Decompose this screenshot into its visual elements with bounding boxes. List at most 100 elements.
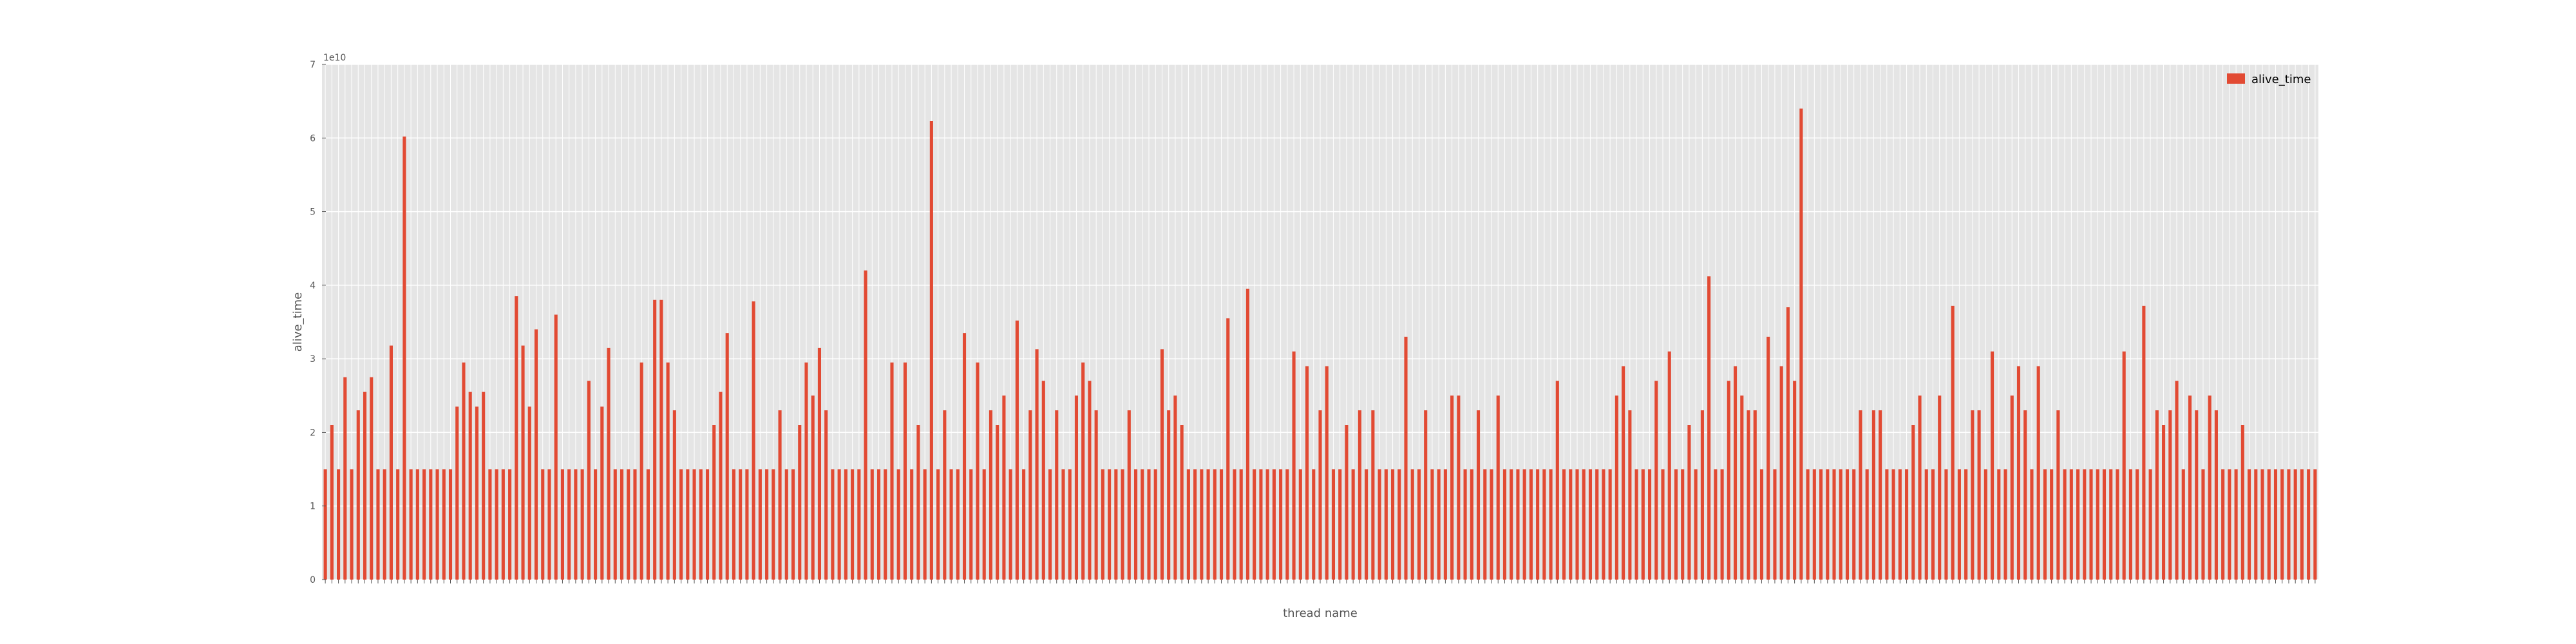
bar [2208,395,2211,580]
bar [679,469,683,580]
bar [448,469,453,580]
y-tick-label: 6 [310,133,316,144]
bar [1041,381,1045,580]
bar [1496,395,1500,580]
bar [2214,410,2218,580]
bar [1647,469,1652,580]
bar [2307,469,2311,580]
bar [1253,469,1256,580]
bar [1186,469,1190,580]
bar [429,469,433,580]
bar [554,314,558,580]
bar [1245,289,1250,580]
bar [607,348,611,580]
bar [1924,469,1928,580]
bar [864,270,867,580]
bar [1608,469,1612,580]
bar [2063,469,2067,580]
bar [2175,381,2179,580]
bar [686,469,690,580]
bar [1931,469,1935,580]
bar [2228,469,2231,580]
bar [567,469,571,580]
bar [1298,469,1302,580]
bar [745,469,749,580]
bar [482,392,486,580]
bar [1852,469,1856,580]
bar [2128,469,2132,580]
bar [2003,469,2007,580]
bar [765,469,769,580]
bar [1430,469,1434,580]
legend-label: alive_time [2251,73,2311,86]
bar [1167,410,1171,580]
bar [1022,469,1026,580]
bar [791,469,795,580]
bar [1865,469,1869,580]
y-tick-label: 5 [310,207,316,218]
bar [1819,469,1823,580]
bar [1371,410,1375,580]
bar [1522,469,1526,580]
bar [1397,469,1401,580]
bar [1918,395,1922,580]
bar [1331,469,1336,580]
bar [2122,351,2126,580]
bar [2248,469,2251,580]
bar [1562,469,1566,580]
y-tick-label: 2 [310,428,316,438]
bar [1404,336,1408,580]
bar [475,406,478,580]
bar [2234,469,2238,580]
bar [2201,469,2205,580]
y-axis-ticks: 0 1 2 3 4 5 6 7 [310,60,326,585]
bar [1905,469,1909,580]
bar [2010,395,2014,580]
bar [1628,410,1632,580]
bar [1351,469,1355,580]
bar [962,333,967,580]
bar [1799,108,1803,580]
bar [916,425,920,580]
y-tick-label: 3 [310,354,316,365]
bar [363,392,367,580]
y-offset-label: 1e10 [323,53,346,63]
y-tick-label: 4 [310,281,316,291]
bar [1575,469,1579,580]
bar [653,299,657,580]
bar [989,410,993,580]
bar [1733,366,1738,580]
bar [2089,469,2093,580]
bar [1312,469,1316,580]
bar [1654,381,1658,580]
bar [969,469,973,580]
bar [1002,395,1006,580]
bar [1470,469,1473,580]
bar [896,469,900,580]
bar [1694,469,1698,580]
bar [1239,469,1243,580]
bar [1984,469,1987,580]
bar [1153,469,1157,580]
bar [712,425,716,580]
bar [910,469,914,580]
bar [778,410,782,580]
bar [1450,395,1454,580]
bar [2162,425,2166,580]
legend: alive_time [2227,73,2311,86]
bar [587,381,591,580]
bar [455,406,459,580]
bar [1121,469,1124,580]
bar [837,469,841,580]
bar [1569,469,1573,580]
bar [1859,410,1862,580]
bar [1549,469,1553,580]
bar [1219,469,1224,580]
bars [323,108,2317,580]
bar [817,348,821,580]
bar [1542,469,1546,580]
bar [409,469,413,580]
bar [1991,351,1994,580]
bar [982,469,986,580]
